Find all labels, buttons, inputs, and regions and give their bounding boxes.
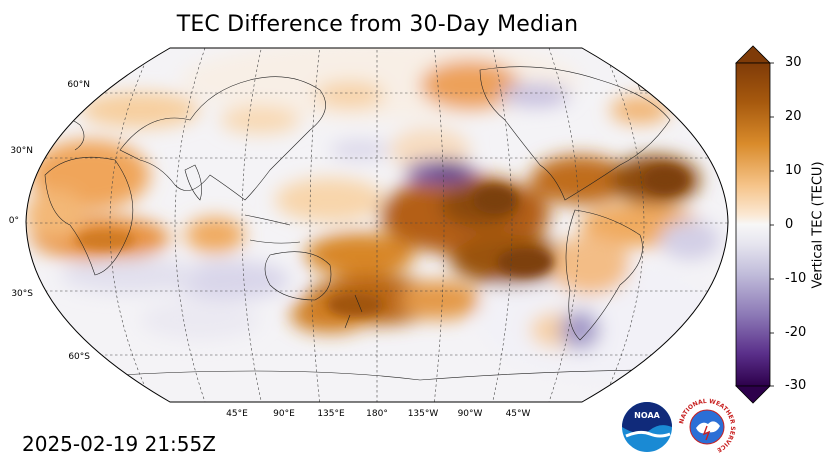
coastlines — [39, 58, 676, 381]
lat-label-30s: 30°S — [11, 289, 33, 299]
tec-field — [26, 48, 728, 402]
lat-label-60n: 60°N — [67, 80, 90, 90]
lat-label-30n: 30°N — [10, 146, 33, 156]
map-boundary — [25, 47, 729, 403]
nws-logo: NATIONAL WEATHER SERVICE — [678, 398, 736, 454]
colorbar — [735, 45, 774, 404]
lon-label-90e: 90°E — [273, 409, 295, 419]
noaa-logo: NOAA — [622, 402, 672, 452]
timestamp: 2025-02-19 21:55Z — [22, 432, 216, 456]
lon-label-135w: 135°W — [407, 409, 439, 419]
lon-label-90w: 90°W — [457, 409, 483, 419]
noaa-logo-text: NOAA — [634, 411, 660, 420]
lat-label-0: 0° — [8, 216, 19, 226]
cbar-tick-neg20: -20 — [785, 325, 807, 340]
cbar-tick-20: 20 — [785, 109, 802, 124]
cbar-tick-neg10: -10 — [785, 271, 807, 286]
lon-label-135e: 135°E — [317, 409, 345, 419]
lon-label-180: 180° — [366, 409, 388, 419]
map-title: TEC Difference from 30-Day Median — [176, 12, 579, 37]
cbar-tick-0: 0 — [785, 217, 794, 232]
cbar-tick-30: 30 — [785, 55, 802, 70]
colorbar-label: Vertical TEC (TECU) — [810, 161, 826, 289]
lat-label-60s: 60°S — [68, 352, 90, 362]
cbar-tick-10: 10 — [785, 163, 802, 178]
cbar-tick-neg30: -30 — [785, 378, 807, 393]
lon-label-45e: 45°E — [226, 409, 248, 419]
lon-label-45w: 45°W — [505, 409, 531, 419]
graticule — [26, 48, 728, 402]
